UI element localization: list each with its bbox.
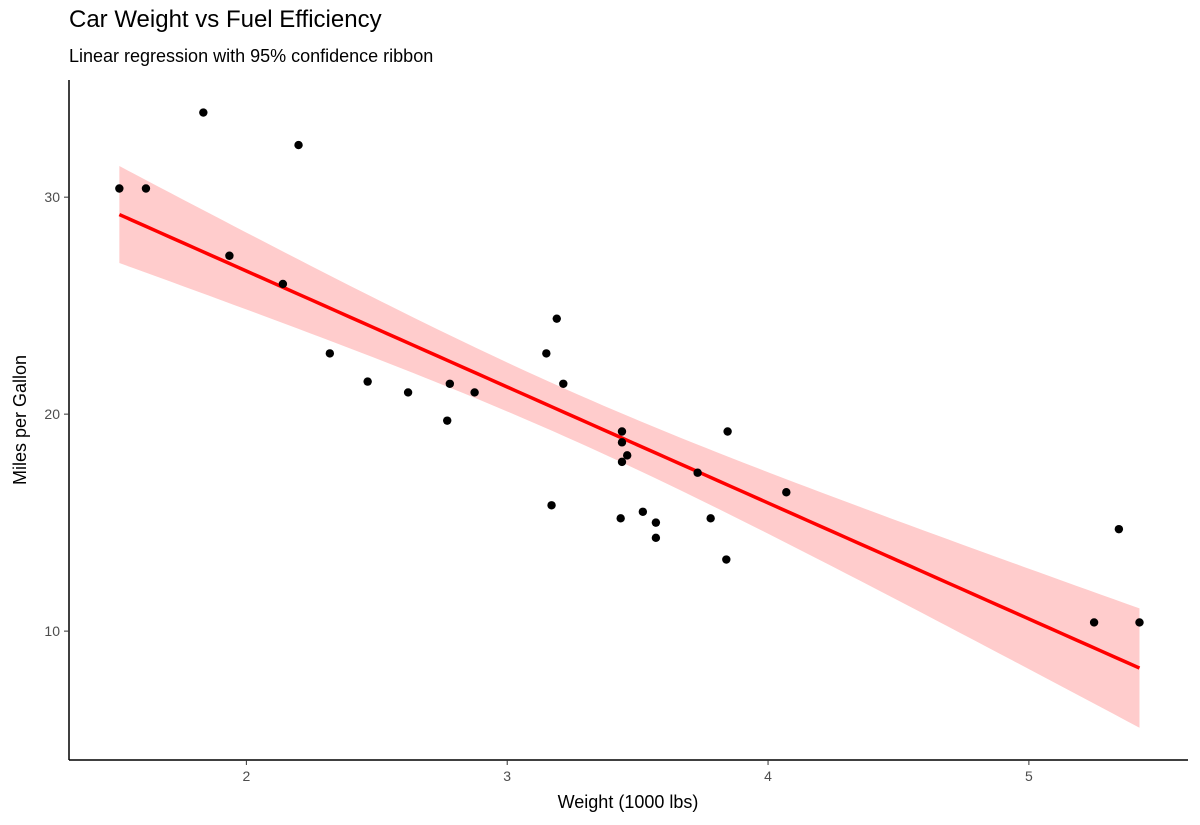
x-tick-label: 5 — [1025, 768, 1033, 784]
data-point — [617, 438, 627, 447]
x-tick-label: 2 — [242, 768, 250, 784]
data-point — [693, 468, 702, 477]
data-point — [199, 108, 208, 117]
regression-line — [118, 212, 1141, 670]
data-point — [403, 388, 413, 397]
data-point — [470, 388, 479, 397]
data-point — [547, 501, 556, 510]
data-point — [325, 349, 335, 358]
chart-subtitle: Linear regression with 95% confidence ri… — [69, 46, 434, 66]
data-point — [278, 279, 288, 289]
x-axis-label: Weight (1000 lbs) — [558, 792, 699, 812]
data-point — [617, 427, 627, 436]
data-point — [443, 416, 452, 425]
data-point — [363, 377, 372, 386]
data-point — [294, 140, 303, 150]
data-point — [723, 427, 732, 436]
data-point — [141, 184, 151, 193]
chart-title: Car Weight vs Fuel Efficiency — [69, 6, 382, 33]
y-tick-label: 30 — [44, 189, 60, 205]
data-point — [115, 184, 124, 193]
data-point — [542, 349, 551, 358]
data-point — [1114, 524, 1124, 534]
y-tick-label: 20 — [44, 406, 60, 422]
data-point — [1135, 618, 1144, 627]
y-tick-label: 10 — [44, 623, 60, 639]
data-point — [445, 379, 455, 388]
data-point — [722, 555, 731, 564]
data-point — [225, 251, 234, 260]
data-point — [559, 379, 568, 388]
data-point — [622, 451, 632, 460]
data-point — [638, 507, 648, 516]
x-tick-label: 4 — [764, 768, 772, 784]
data-point — [706, 514, 715, 523]
data-point — [782, 488, 791, 497]
x-tick-label: 3 — [503, 768, 511, 784]
data-point — [552, 314, 561, 323]
confidence-ribbon — [119, 166, 1140, 728]
y-axis-label: Miles per Gallon — [10, 355, 30, 485]
data-point — [617, 457, 627, 467]
data-point — [651, 533, 661, 543]
data-point — [1089, 618, 1099, 627]
data-point — [651, 518, 661, 527]
data-point — [616, 514, 625, 523]
